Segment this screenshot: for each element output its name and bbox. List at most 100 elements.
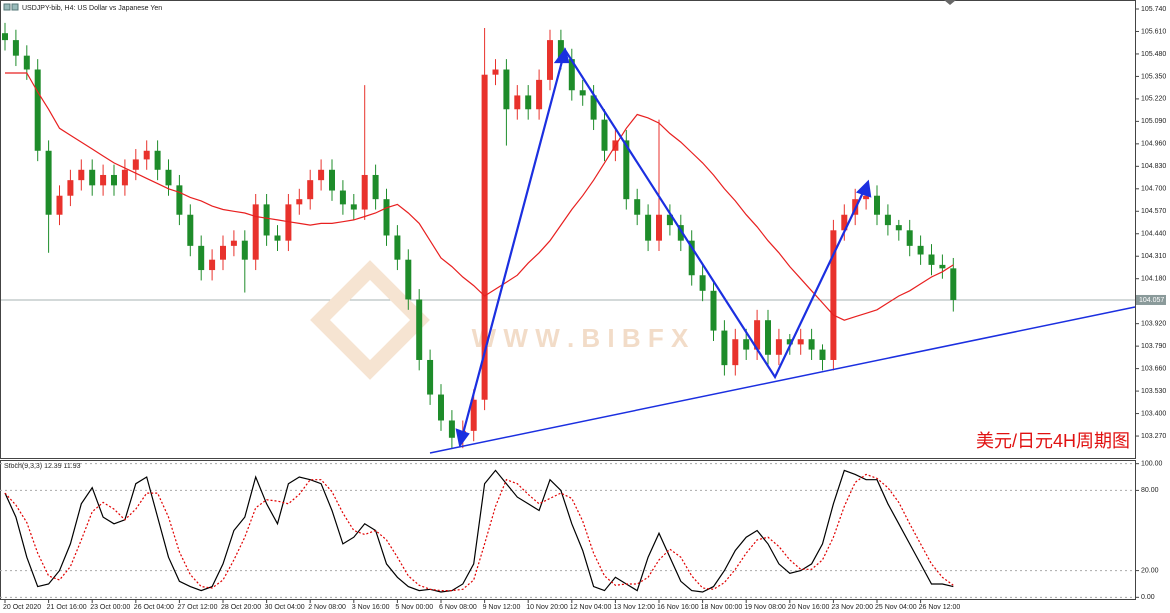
candle-body — [492, 69, 499, 75]
x-tick-label: 9 Nov 12:00 — [483, 604, 521, 611]
x-tick-label: 26 Nov 12:00 — [919, 604, 961, 611]
x-tick-label: 28 Oct 20:00 — [221, 604, 261, 611]
x-tick-label: 10 Nov 20:00 — [526, 604, 568, 611]
candle-body — [416, 299, 423, 360]
candle-body — [111, 174, 117, 186]
candle-body — [241, 240, 248, 260]
x-tick-label: 18 Nov 00:00 — [701, 604, 743, 611]
series-line — [4, 469, 954, 593]
y-tick-label: 105.350 — [1141, 73, 1166, 80]
x-tick-label: 25 Nov 04:00 — [875, 604, 917, 611]
y-tick-label: 103.920 — [1141, 321, 1166, 328]
x-tick-label: 30 Oct 04:00 — [265, 604, 305, 611]
y-tick-label: 103.660 — [1141, 365, 1166, 372]
candle-body — [874, 195, 880, 215]
candle-body — [884, 214, 891, 226]
candle-body — [329, 169, 335, 191]
candle-body — [198, 245, 205, 271]
x-tick-label: 13 Nov 12:00 — [613, 604, 655, 611]
candle-body — [950, 268, 957, 300]
candle-body — [830, 230, 837, 360]
candle-body — [819, 349, 826, 360]
y-tick-label: 103.270 — [1141, 433, 1166, 440]
candle-body — [775, 339, 782, 355]
candle-body — [252, 204, 259, 260]
x-tick-label: 21 Oct 16:00 — [47, 604, 87, 611]
chart-title: USDJPY-bib, H4: US Dollar vs Japanese Ye… — [22, 5, 162, 12]
series-line — [5, 72, 954, 321]
candle-body — [786, 339, 793, 345]
x-tick-label: 26 Oct 04:00 — [134, 604, 174, 611]
candle-body — [656, 214, 662, 241]
candle-body — [623, 140, 630, 200]
candle-body — [601, 119, 608, 151]
y-tick-label: 105.610 — [1141, 28, 1166, 35]
candle-body — [590, 95, 597, 120]
y-tick-label: 103.530 — [1141, 388, 1166, 395]
x-tick-label: 16 Nov 16:00 — [657, 604, 699, 611]
candle-body — [318, 169, 325, 181]
candle-body — [372, 174, 379, 200]
candle-body — [754, 320, 761, 350]
y-tick-label: 100.00 — [1141, 461, 1163, 468]
candle-body — [165, 169, 172, 186]
candle-body — [547, 40, 553, 80]
y-tick-label: 103.790 — [1141, 343, 1166, 350]
main-panel — [0, 0, 1136, 459]
y-tick-label: 104.310 — [1141, 253, 1166, 260]
candle-body — [481, 74, 488, 400]
candle-body — [23, 55, 30, 70]
candle-body — [568, 59, 575, 91]
candle-body — [438, 394, 444, 421]
candle-body — [427, 359, 434, 395]
candle-body — [917, 245, 924, 255]
candle-body — [132, 159, 139, 170]
toolbar-icons — [3, 0, 956, 11]
candle-body — [285, 204, 292, 241]
candle-body — [557, 40, 564, 60]
candle-body — [743, 339, 750, 350]
candle-body — [797, 339, 804, 345]
indicator-title: Stoch(9,3,3) 12.39 11.93 — [4, 463, 81, 470]
x-tick-label: 12 Nov 04:00 — [570, 604, 612, 611]
candle-body — [67, 180, 74, 196]
x-tick-label: 3 Nov 16:00 — [352, 604, 390, 611]
candle-body — [677, 225, 684, 241]
watermark: W W W . B I B F X — [472, 323, 689, 353]
candle-body — [209, 259, 216, 271]
candle-body — [634, 199, 641, 215]
candle-body — [78, 169, 85, 181]
candle-body — [56, 195, 63, 215]
y-tick-label: 80.00 — [1141, 487, 1159, 494]
candle-body — [808, 339, 815, 350]
candle-body — [12, 40, 19, 56]
candle-body — [895, 225, 902, 231]
y-tick-label: 105.220 — [1141, 96, 1166, 103]
candle-body — [536, 79, 543, 110]
x-tick-label: 20 Nov 16:00 — [788, 604, 830, 611]
candle-body — [514, 95, 521, 110]
candle-body — [710, 290, 717, 331]
candle-body — [579, 90, 586, 96]
candle-body — [699, 275, 706, 291]
candle-body — [350, 204, 357, 210]
candle-body — [688, 240, 695, 276]
candle-body — [394, 235, 401, 260]
candle-body — [383, 199, 390, 236]
candle-body — [45, 150, 52, 215]
y-tick-label: 104.180 — [1141, 276, 1166, 283]
candle-body — [765, 320, 771, 355]
y-tick-label: 104.830 — [1141, 163, 1166, 170]
x-tick-label: 27 Oct 12:00 — [177, 604, 217, 611]
candle-body — [841, 214, 848, 231]
x-tick-label: 5 Nov 00:00 — [395, 604, 433, 611]
y-tick-label: 105.090 — [1141, 118, 1166, 125]
candle-body — [928, 254, 935, 265]
x-tick-label: 23 Oct 00:00 — [90, 604, 130, 611]
candle-body — [274, 235, 281, 241]
watermark-logo — [310, 260, 430, 380]
current-price-box — [1136, 294, 1166, 305]
y-tick-label: 104.960 — [1141, 141, 1166, 148]
candle-body — [176, 185, 183, 215]
